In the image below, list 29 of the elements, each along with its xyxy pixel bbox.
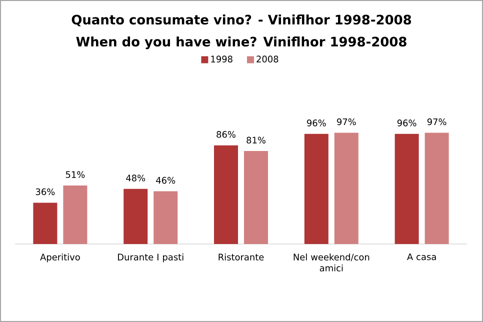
data-label: 51% bbox=[66, 171, 85, 178]
bar bbox=[394, 134, 419, 244]
data-label: 81% bbox=[246, 136, 266, 144]
data-label: 86% bbox=[216, 131, 236, 138]
bar bbox=[33, 202, 58, 244]
x-tick-label: Ristorante bbox=[218, 254, 264, 260]
x-tick-label: Aperitivo bbox=[40, 254, 80, 262]
legend-label: 2008 bbox=[256, 56, 278, 62]
chart-subtitle: When do you have wine? Viniflhor 1998-2008 bbox=[76, 36, 406, 50]
chart-title: Quanto consumate vino? - Viniflhor 1998-2008 bbox=[72, 14, 412, 26]
bar bbox=[124, 188, 148, 244]
data-label: 36% bbox=[36, 188, 55, 196]
data-label: 97% bbox=[427, 118, 446, 126]
bar bbox=[214, 145, 238, 244]
data-label: 46% bbox=[156, 176, 176, 184]
data-label: 48% bbox=[126, 174, 146, 182]
x-tick-label: A casa bbox=[407, 254, 436, 260]
x-tick-label: Nel weekend/con amici bbox=[294, 254, 370, 272]
data-label: 96% bbox=[397, 120, 416, 126]
x-tick-label: Durante I pasti bbox=[118, 254, 184, 262]
bar bbox=[334, 132, 358, 244]
bar bbox=[304, 134, 328, 244]
data-label: 96% bbox=[307, 120, 326, 126]
bar bbox=[154, 191, 178, 244]
legend-label: 1998 bbox=[211, 56, 232, 62]
bar bbox=[63, 185, 88, 244]
bar bbox=[244, 151, 268, 244]
data-label: 97% bbox=[337, 118, 356, 126]
bar bbox=[424, 132, 449, 244]
